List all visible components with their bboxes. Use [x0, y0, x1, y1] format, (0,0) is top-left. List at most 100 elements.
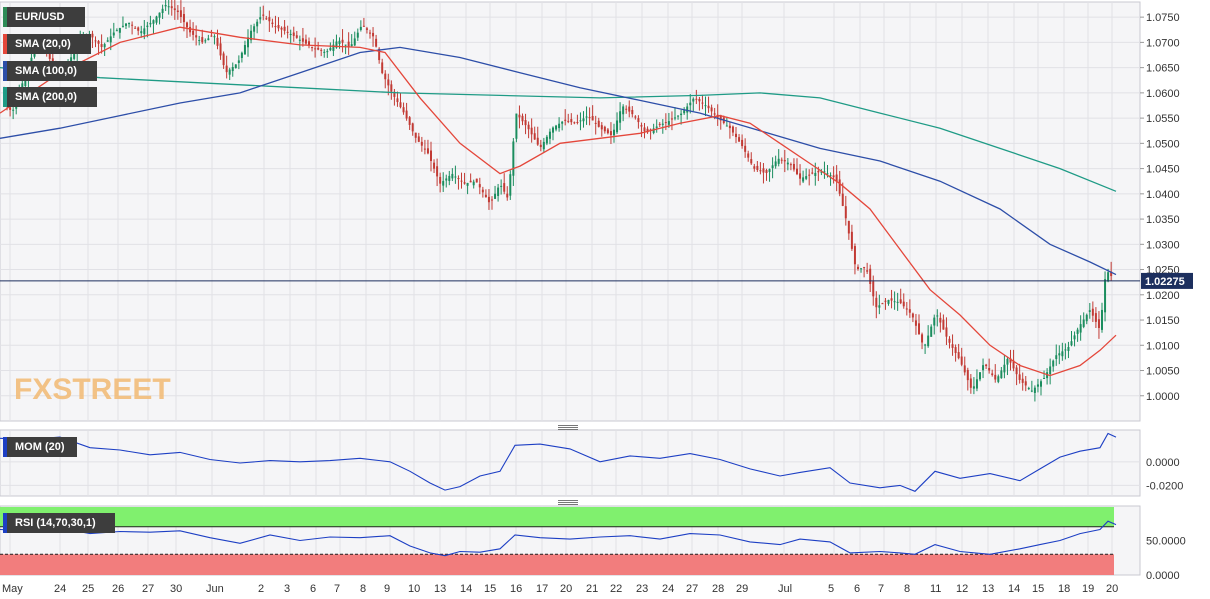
- candle-down: [491, 199, 493, 201]
- candle-up: [335, 41, 338, 48]
- rsi-oversold-zone: [0, 554, 1114, 575]
- candle-down: [475, 178, 478, 183]
- candle-up: [689, 102, 692, 106]
- candle-down: [1024, 381, 1027, 386]
- current-price-value: 1.02275: [1145, 276, 1185, 288]
- candle-down: [799, 173, 802, 179]
- x-tick-label: 14: [1008, 583, 1020, 595]
- candle-up: [677, 115, 680, 117]
- x-tick-label: 23: [636, 583, 648, 595]
- candle-down: [436, 166, 439, 177]
- candle-down: [872, 281, 875, 297]
- candle-up: [982, 365, 985, 371]
- candle-down: [625, 108, 628, 110]
- candle-down: [405, 110, 408, 119]
- candle-down: [902, 301, 905, 307]
- x-tick-label: 9: [384, 583, 390, 595]
- mom-panel-series: [0, 432, 1117, 492]
- candle-up: [1085, 314, 1088, 322]
- candle-up: [247, 37, 249, 48]
- candle-up: [930, 326, 933, 337]
- candle-down: [741, 139, 744, 147]
- candle-up: [1104, 279, 1107, 313]
- candle-down: [308, 41, 310, 46]
- candle-down: [957, 352, 960, 359]
- sma200-label-text: SMA (200,0): [15, 91, 77, 103]
- candle-down: [268, 17, 271, 22]
- candle-down: [210, 35, 213, 37]
- mom-panel-resize-handle[interactable]: [558, 424, 578, 430]
- candle-up: [1052, 360, 1055, 367]
- candle-down: [48, 51, 51, 59]
- symbol-label[interactable]: EUR/USD: [3, 7, 85, 27]
- candle-up: [451, 173, 454, 179]
- candle-up: [298, 39, 301, 41]
- candle-up: [820, 171, 823, 173]
- candle-up: [555, 125, 558, 130]
- x-tick-label: 30: [170, 583, 182, 595]
- mom-label[interactable]: MOM (20): [3, 437, 77, 457]
- candle-down: [469, 180, 472, 183]
- candle-down: [969, 378, 972, 388]
- candle-up: [1067, 346, 1070, 351]
- candle-up: [805, 176, 808, 179]
- candle-up: [1073, 335, 1076, 340]
- sma100-swatch: [3, 61, 7, 81]
- candle-up: [582, 118, 585, 122]
- candle-down: [609, 131, 612, 136]
- candle-down: [341, 39, 344, 43]
- candle-down: [1110, 271, 1113, 277]
- candle-down: [707, 105, 710, 109]
- candle-up: [622, 106, 625, 115]
- rsi-label[interactable]: RSI (14,70,30,1): [3, 513, 115, 533]
- candle-up: [1030, 390, 1033, 392]
- candle-down: [567, 120, 570, 122]
- candle-down: [463, 182, 466, 184]
- x-tick-label: 8: [360, 583, 366, 595]
- candle-down: [292, 32, 295, 36]
- candle-down: [713, 113, 716, 115]
- rsi-panel-resize-handle[interactable]: [558, 499, 578, 505]
- candle-up: [613, 129, 615, 136]
- x-tick-label: 10: [408, 583, 420, 595]
- candle-up: [667, 121, 670, 125]
- y-tick-label: 1.0300: [1146, 239, 1180, 251]
- candle-down: [304, 39, 307, 44]
- y-tick-label: 1.0200: [1146, 290, 1180, 302]
- y-tick-label: 0.0000: [1146, 570, 1180, 582]
- candle-up: [652, 128, 655, 133]
- x-tick-label: 24: [54, 583, 66, 595]
- candle-up: [936, 315, 939, 317]
- candle-down: [225, 65, 228, 73]
- indicator-label-sma20[interactable]: SMA (20,0): [3, 34, 91, 54]
- candle-down: [271, 22, 274, 24]
- candle-up: [725, 125, 728, 127]
- candle-up: [814, 172, 817, 176]
- candle-up: [256, 21, 259, 27]
- y-tick-label: 1.0450: [1146, 164, 1180, 176]
- x-tick-label: 29: [736, 583, 748, 595]
- candle-down: [176, 10, 179, 13]
- candle-down: [796, 168, 798, 175]
- indicator-label-sma100[interactable]: SMA (100,0): [3, 61, 97, 81]
- x-tick-label: 19: [1082, 583, 1094, 595]
- candle-down: [460, 180, 463, 182]
- candle-down: [372, 32, 375, 37]
- candle-down: [963, 365, 966, 373]
- candle-down: [503, 183, 506, 192]
- indicator-label-sma200[interactable]: SMA (200,0): [3, 87, 97, 107]
- candle-down: [314, 48, 317, 50]
- candle-up: [552, 127, 554, 133]
- candle-up: [896, 301, 899, 303]
- candle-up: [228, 69, 231, 75]
- candle-up: [674, 117, 676, 119]
- candle-up: [509, 174, 512, 196]
- candle-down: [719, 115, 722, 121]
- y-tick-label: 1.0600: [1146, 88, 1180, 100]
- candle-up: [1055, 355, 1058, 360]
- sma20-label-text: SMA (20,0): [15, 38, 71, 50]
- main-panel-frame: [0, 1, 1141, 422]
- sma20-line: [0, 26, 1117, 377]
- candle-up: [167, 6, 170, 8]
- symbol-swatch: [3, 7, 7, 27]
